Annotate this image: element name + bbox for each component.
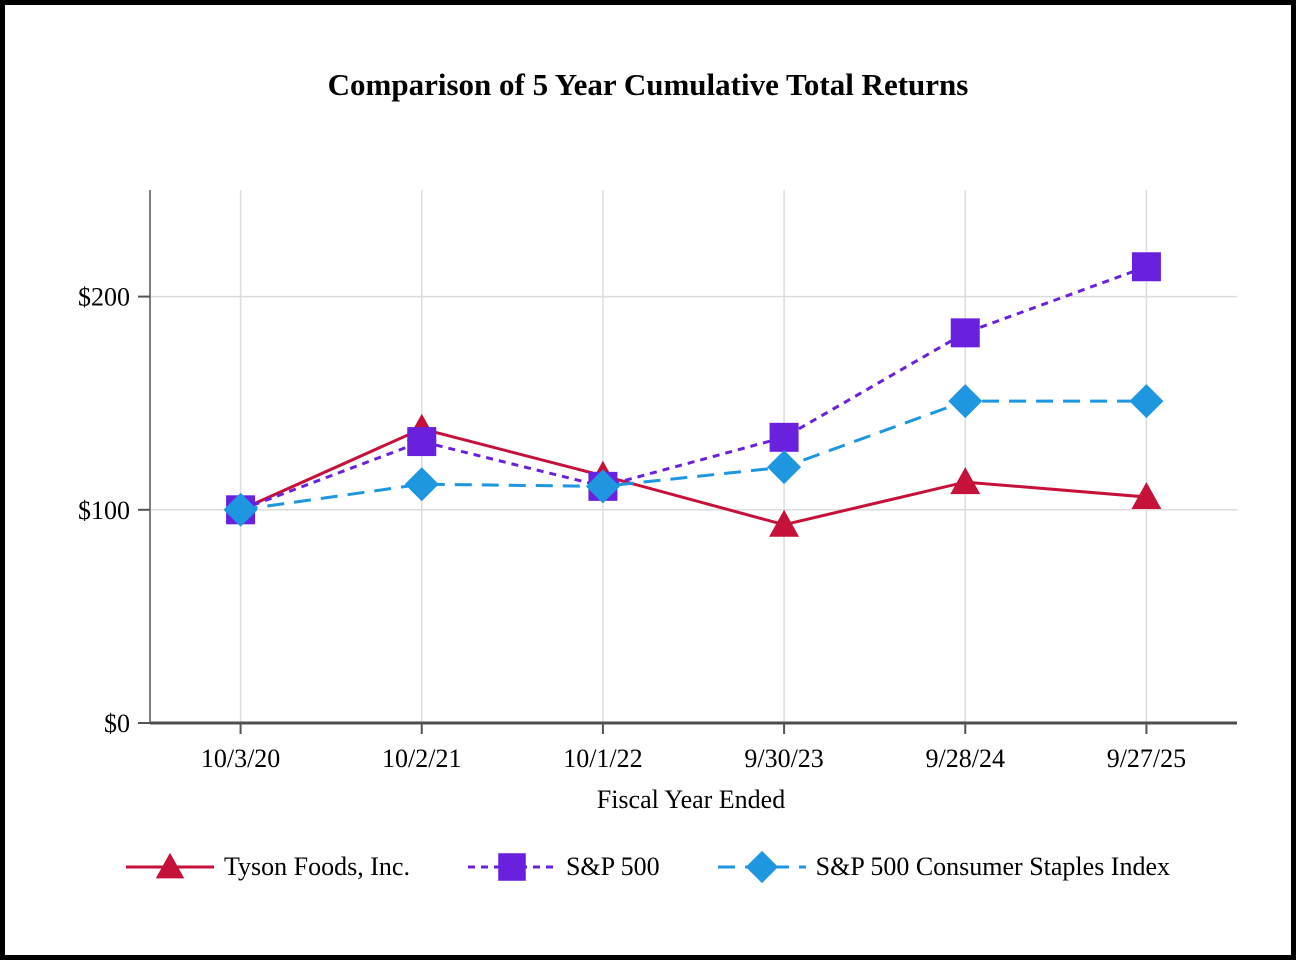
diamond-marker	[948, 384, 982, 418]
series-line	[241, 267, 1147, 510]
legend-label: S&P 500	[566, 852, 660, 882]
y-tick-label: $0	[104, 709, 130, 738]
legend-item-2: S&P 500	[468, 847, 660, 887]
diamond-marker	[405, 467, 439, 501]
series-line	[241, 401, 1147, 510]
legend: Tyson Foods, Inc. S&P 500 S&P 500 Consumer…	[5, 847, 1291, 887]
square-marker	[407, 427, 436, 456]
x-axis-title: Fiscal Year Ended	[145, 785, 1237, 815]
x-tick-label: 9/28/24	[926, 744, 1005, 773]
series-1	[226, 414, 1162, 537]
series-2	[226, 252, 1161, 524]
legend-label: Tyson Foods, Inc.	[224, 852, 410, 882]
legend-sample	[718, 847, 806, 887]
square-marker	[770, 423, 799, 452]
square-marker	[498, 853, 526, 881]
x-tick-label: 10/2/21	[382, 744, 461, 773]
diamond-marker	[1129, 384, 1163, 418]
x-tick-label: 9/27/25	[1107, 744, 1186, 773]
y-tick-label: $200	[78, 283, 130, 312]
legend-sample	[468, 847, 556, 887]
legend-sample	[126, 847, 214, 887]
chart-figure: Comparison of 5 Year Cumulative Total Re…	[0, 0, 1296, 960]
plot-area: $0 $100 $200 10/3/20 10/2/21 10/1/22 9/30/23 9/…	[5, 5, 1296, 960]
legend-label: S&P 500 Consumer Staples Index	[816, 852, 1170, 882]
diamond-marker	[745, 851, 777, 883]
legend-item-3: S&P 500 Consumer Staples Index	[718, 847, 1170, 887]
x-tick-label: 9/30/23	[744, 744, 823, 773]
square-marker	[1132, 252, 1161, 281]
x-tick-label: 10/3/20	[201, 744, 280, 773]
triangle-marker	[950, 467, 980, 494]
diamond-marker	[767, 450, 801, 484]
legend-item-1: Tyson Foods, Inc.	[126, 847, 410, 887]
x-tick-label: 10/1/22	[563, 744, 642, 773]
square-marker	[951, 318, 980, 347]
y-tick-label: $100	[78, 496, 130, 525]
